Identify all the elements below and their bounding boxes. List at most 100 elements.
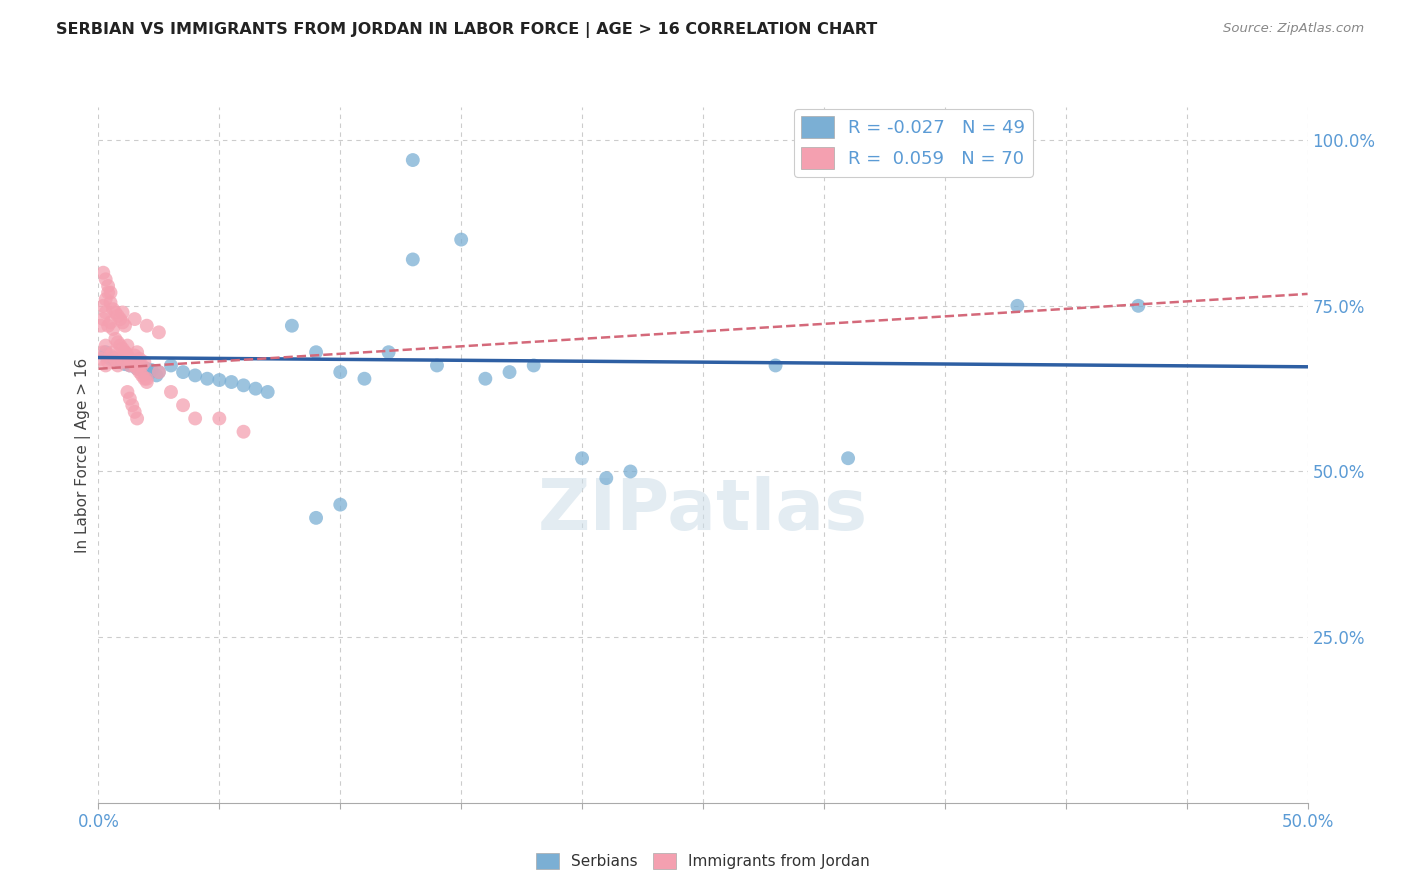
Point	[377, 345, 399, 359]
Point	[114, 357, 136, 371]
Point	[104, 305, 127, 319]
Point	[101, 345, 124, 359]
Point	[305, 345, 328, 359]
Point	[232, 378, 254, 392]
Point	[91, 299, 114, 313]
Point	[111, 351, 134, 366]
Point	[101, 351, 124, 365]
Point	[108, 354, 131, 368]
Point	[111, 355, 134, 369]
Point	[232, 425, 254, 439]
Point	[281, 318, 304, 333]
Legend: Serbians, Immigrants from Jordan: Serbians, Immigrants from Jordan	[530, 847, 876, 875]
Point	[121, 398, 143, 412]
Point	[128, 351, 150, 366]
Point	[114, 318, 136, 333]
Point	[97, 355, 120, 369]
Point	[837, 451, 859, 466]
Point	[94, 305, 117, 319]
Point	[94, 272, 117, 286]
Point	[124, 359, 146, 373]
Point	[134, 355, 156, 369]
Text: ZIPatlas: ZIPatlas	[538, 476, 868, 545]
Point	[134, 372, 156, 386]
Point	[305, 511, 328, 525]
Text: Source: ZipAtlas.com: Source: ZipAtlas.com	[1223, 22, 1364, 36]
Point	[117, 384, 139, 399]
Point	[184, 368, 207, 383]
Point	[160, 384, 183, 399]
Point	[114, 345, 136, 359]
Point	[121, 355, 143, 369]
Point	[118, 392, 141, 406]
Point	[100, 315, 122, 329]
Point	[118, 359, 141, 373]
Point	[90, 351, 112, 366]
Point	[107, 353, 129, 368]
Point	[141, 363, 163, 377]
Point	[131, 359, 153, 374]
Point	[121, 355, 143, 369]
Point	[523, 359, 546, 373]
Point	[128, 365, 150, 379]
Point	[107, 335, 129, 350]
Point	[571, 451, 593, 466]
Point	[208, 373, 231, 387]
Point	[498, 365, 520, 379]
Point	[195, 372, 218, 386]
Point	[124, 359, 146, 373]
Point	[117, 356, 139, 370]
Point	[100, 295, 122, 310]
Point	[138, 367, 160, 381]
Point	[124, 405, 146, 419]
Point	[100, 351, 122, 366]
Legend: R = -0.027   N = 49, R =  0.059   N = 70: R = -0.027 N = 49, R = 0.059 N = 70	[794, 109, 1032, 177]
Point	[100, 349, 122, 363]
Point	[402, 153, 425, 167]
Point	[108, 355, 131, 369]
Point	[97, 279, 120, 293]
Point	[184, 411, 207, 425]
Point	[426, 359, 449, 373]
Point	[148, 326, 170, 340]
Point	[135, 372, 157, 386]
Text: SERBIAN VS IMMIGRANTS FROM JORDAN IN LABOR FORCE | AGE > 16 CORRELATION CHART: SERBIAN VS IMMIGRANTS FROM JORDAN IN LAB…	[56, 22, 877, 38]
Point	[91, 312, 114, 326]
Point	[127, 361, 149, 376]
Point	[221, 375, 243, 389]
Point	[94, 349, 117, 363]
Point	[124, 312, 146, 326]
Point	[94, 359, 117, 373]
Point	[127, 361, 149, 376]
Point	[160, 359, 183, 373]
Point	[135, 375, 157, 389]
Point	[127, 411, 149, 425]
Point	[111, 342, 134, 356]
Point	[94, 345, 117, 359]
Point	[765, 359, 787, 373]
Point	[245, 382, 267, 396]
Point	[104, 332, 127, 346]
Point	[104, 351, 127, 366]
Point	[135, 318, 157, 333]
Point	[118, 359, 141, 373]
Point	[131, 359, 153, 373]
Point	[100, 285, 122, 300]
Point	[1007, 299, 1029, 313]
Point	[595, 471, 617, 485]
Point	[94, 292, 117, 306]
Point	[135, 361, 157, 376]
Point	[619, 465, 641, 479]
Point	[107, 359, 129, 373]
Point	[172, 365, 194, 379]
Point	[353, 372, 375, 386]
Point	[91, 266, 114, 280]
Point	[402, 252, 425, 267]
Point	[114, 345, 136, 359]
Point	[145, 368, 167, 383]
Point	[172, 398, 194, 412]
Point	[97, 285, 120, 300]
Point	[118, 351, 141, 366]
Point	[148, 365, 170, 379]
Point	[111, 305, 134, 319]
